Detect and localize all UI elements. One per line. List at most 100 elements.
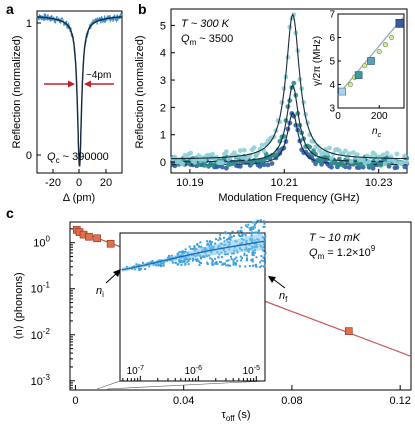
inset-square-marker — [354, 71, 363, 79]
inset-heating-point — [210, 243, 212, 246]
resonance-point — [259, 142, 265, 148]
inset-heating-point — [155, 264, 158, 267]
inset-heating-point — [234, 263, 237, 266]
inset-heating-point — [240, 230, 243, 233]
panel-c-ytick-label: 10-1 — [31, 281, 51, 296]
inset-heating-point — [263, 222, 266, 225]
inset-heating-point — [230, 258, 233, 261]
inset-heating-point — [250, 228, 253, 231]
inset-heating-point — [214, 257, 217, 260]
inset-heating-point — [251, 251, 254, 254]
panel-c-ytick-exp: -3 — [43, 373, 51, 382]
panel-a-letter: a — [6, 1, 14, 17]
inset-heating-point — [223, 236, 225, 239]
inset-fit-line — [337, 17, 404, 96]
panel-a-xlabel: Δ (pm) — [63, 192, 95, 204]
inset-heating-point — [184, 248, 187, 251]
inset-heating-point — [217, 239, 220, 242]
inset-heating-point — [191, 259, 194, 262]
inset-heating-fit — [121, 240, 265, 271]
inset-heating-point — [250, 258, 253, 261]
inset-heating-point — [227, 237, 230, 240]
resonance-point — [362, 160, 368, 166]
inset-heating-point — [212, 259, 214, 262]
panel-c-xtick-label: 0 — [72, 395, 78, 407]
inset-heating-point — [196, 243, 199, 246]
inset-ytick-label: 4 — [329, 80, 335, 91]
dip-fit-curve — [37, 16, 122, 167]
inset-heating-point — [159, 262, 162, 265]
inset-heating-point — [249, 229, 252, 232]
inset-heating-point — [247, 223, 250, 226]
panel-a-width-arrows — [44, 80, 114, 88]
panel-b-ylabel: Reflection (normalized) — [134, 35, 146, 148]
inset-heating-point — [236, 230, 239, 233]
inset-heating-point — [148, 265, 151, 268]
inset-heating-point — [229, 233, 232, 236]
inset-heating-point — [199, 241, 202, 244]
inset-heating-point — [210, 258, 213, 261]
inset-heating-point — [262, 220, 265, 223]
inset-heating-point — [240, 259, 242, 262]
inset-heating-point — [179, 261, 181, 264]
inset-heating-point — [231, 230, 234, 233]
panel-b-ytick-label: 1 — [160, 130, 166, 142]
resonance-point — [180, 161, 186, 167]
inset-heating-point — [233, 234, 235, 237]
panel-b-inset-xlabel: nc — [372, 126, 382, 139]
panel-a-xtick-neg20: -20 — [45, 177, 61, 189]
inset-heating-point — [225, 259, 228, 262]
inset-heating-point — [262, 243, 265, 246]
inset-heating-point — [154, 263, 157, 266]
inset-heating-point — [189, 247, 192, 250]
inset-heating-point — [133, 268, 136, 271]
inset-heating-point — [206, 263, 209, 265]
inset-heating-point — [235, 256, 238, 259]
inset-heating-point — [174, 261, 177, 264]
inset-heating-point — [248, 265, 251, 267]
panel-c-xtick-label: 0.08 — [281, 395, 302, 407]
resonance-point — [394, 151, 400, 157]
panel-c-frame — [69, 221, 412, 391]
inset-xtick-exp: -6 — [196, 365, 202, 372]
resonance-point — [265, 162, 271, 168]
inset-heating-point — [257, 231, 260, 234]
resonance-point — [319, 161, 324, 167]
inset-heating-point — [250, 226, 253, 229]
inset-heating-point — [255, 222, 257, 225]
panel-a-q-label: Qc ~ 390000 — [47, 151, 109, 165]
resonance-point — [321, 150, 326, 156]
inset-heating-point — [260, 264, 263, 267]
inset-heating-point — [186, 258, 189, 261]
inset-heating-point — [214, 242, 217, 245]
inset-heating-point — [239, 230, 242, 233]
inset-heating-point — [231, 252, 234, 255]
inset-heating-point — [138, 268, 141, 271]
inset-heating-point — [183, 259, 186, 262]
panel-b-temp-label: T ~ 300 K — [181, 18, 230, 30]
inset-heating-point — [240, 235, 243, 238]
panel-c-xtick-label: 0.04 — [173, 395, 194, 407]
inset-heating-point — [229, 264, 232, 267]
resonance-point — [261, 157, 267, 163]
resonance-point — [188, 150, 194, 156]
inset-heating-point — [254, 231, 257, 234]
panel-c-inset-zoom-line-right — [106, 380, 266, 390]
inset-heating-point — [251, 258, 254, 261]
inset-heating-point — [206, 240, 208, 243]
inset-heating-point — [230, 236, 233, 239]
inset-heating-point — [260, 255, 263, 258]
inset-heating-point — [209, 257, 212, 260]
inset-heating-point — [184, 263, 187, 266]
inset-heating-point — [256, 219, 259, 222]
inset-heating-point — [244, 265, 247, 268]
inset-heating-point — [228, 236, 231, 239]
panel-c-letter: c — [6, 205, 14, 221]
inset-heating-point — [208, 244, 211, 247]
resonance-point — [315, 143, 320, 149]
resonance-point — [311, 139, 316, 144]
resonance-point — [261, 148, 267, 154]
inset-circle-marker — [347, 82, 353, 88]
inset-heating-point — [248, 227, 251, 230]
inset-heating-point — [219, 233, 222, 236]
